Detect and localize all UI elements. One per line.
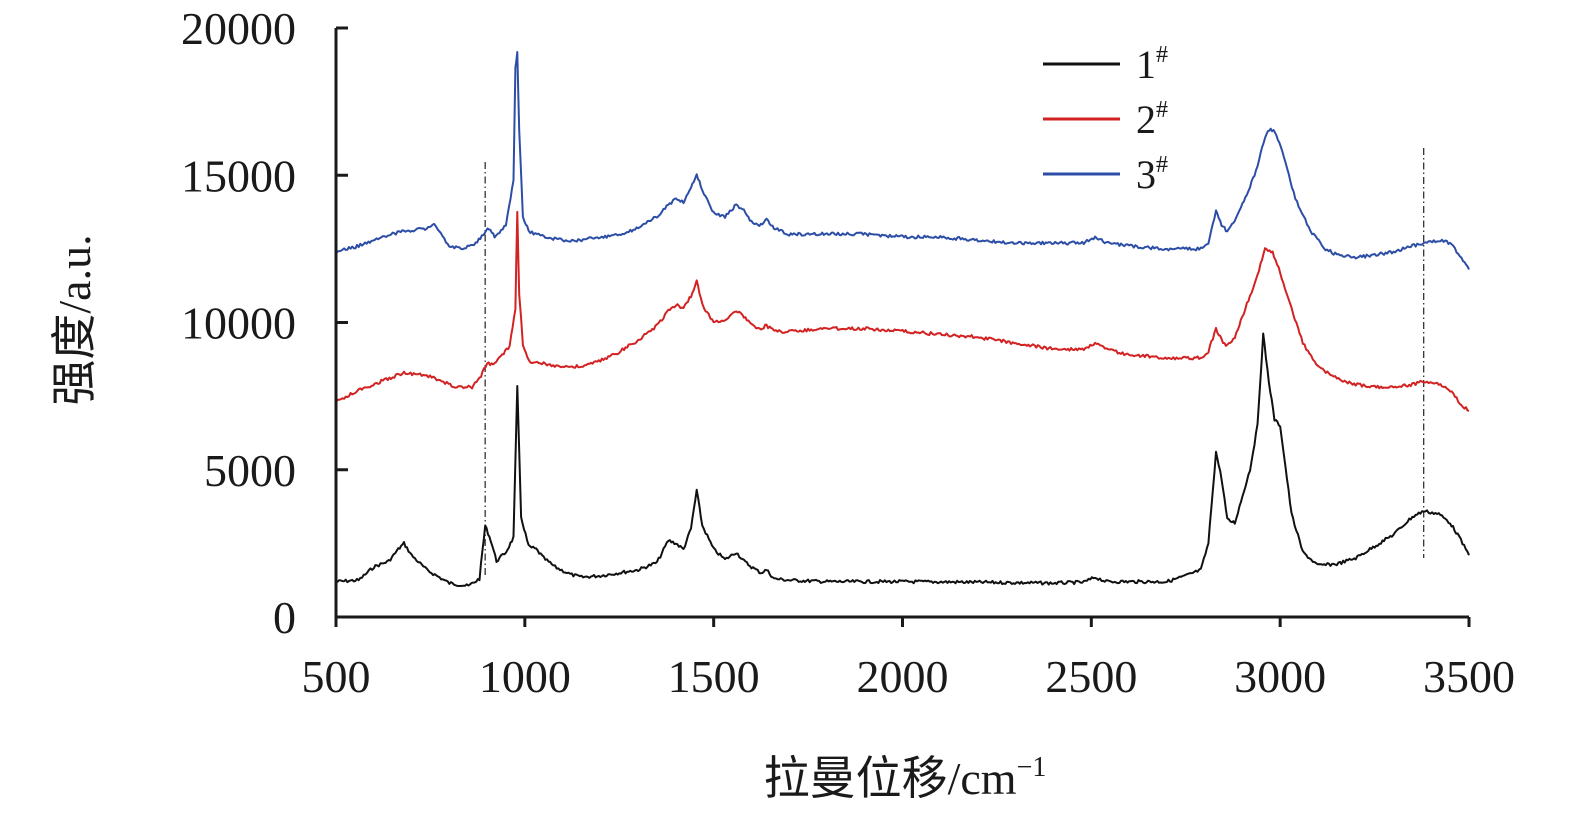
x-tick-label: 3000 [1234,651,1326,702]
y-tick-label: 0 [273,592,296,643]
x-tick-label: 3500 [1423,651,1515,702]
legend-label-superscript: # [1156,152,1168,178]
y-tick-label: 20000 [181,3,296,54]
axes [334,28,1469,619]
x-tick-label: 2500 [1045,651,1137,702]
series-lines [335,51,1470,587]
legend-label-text: 2 [1136,97,1156,142]
series-line-1 [335,332,1470,587]
legend: 1#2#3# [1043,42,1168,197]
y-tick-label: 10000 [181,298,296,349]
reference-lines [484,148,1425,578]
series-line-3 [335,51,1470,270]
x-tick-label: 500 [302,651,371,702]
y-axis-title: 强度/a.u. [49,234,100,405]
x-axis-title: 拉曼位移/cm−1 [764,752,1047,804]
legend-label-3: 3# [1136,152,1168,197]
y-tick-label: 5000 [204,445,296,496]
legend-label-text: 1 [1136,42,1156,87]
x-tick-label: 1500 [668,651,760,702]
legend-label-text: 3 [1136,152,1156,197]
x-tick-label: 1000 [479,651,571,702]
series-line-2 [335,210,1470,412]
legend-label-superscript: # [1156,42,1168,68]
x-axis-ticks: 500 1000 1500 2000 2500 3000 3500 [302,617,1515,702]
legend-label-2: 2# [1136,97,1168,142]
legend-label-1: 1# [1136,42,1168,87]
y-tick-label: 15000 [181,150,296,201]
y-axis-ticks: 0 5000 10000 15000 20000 [181,3,348,643]
x-axis-title-superscript: −1 [1017,752,1047,783]
x-axis-title-main: 拉曼位移/cm [764,753,1017,804]
legend-label-superscript: # [1156,97,1168,123]
x-tick-label: 2000 [857,651,949,702]
